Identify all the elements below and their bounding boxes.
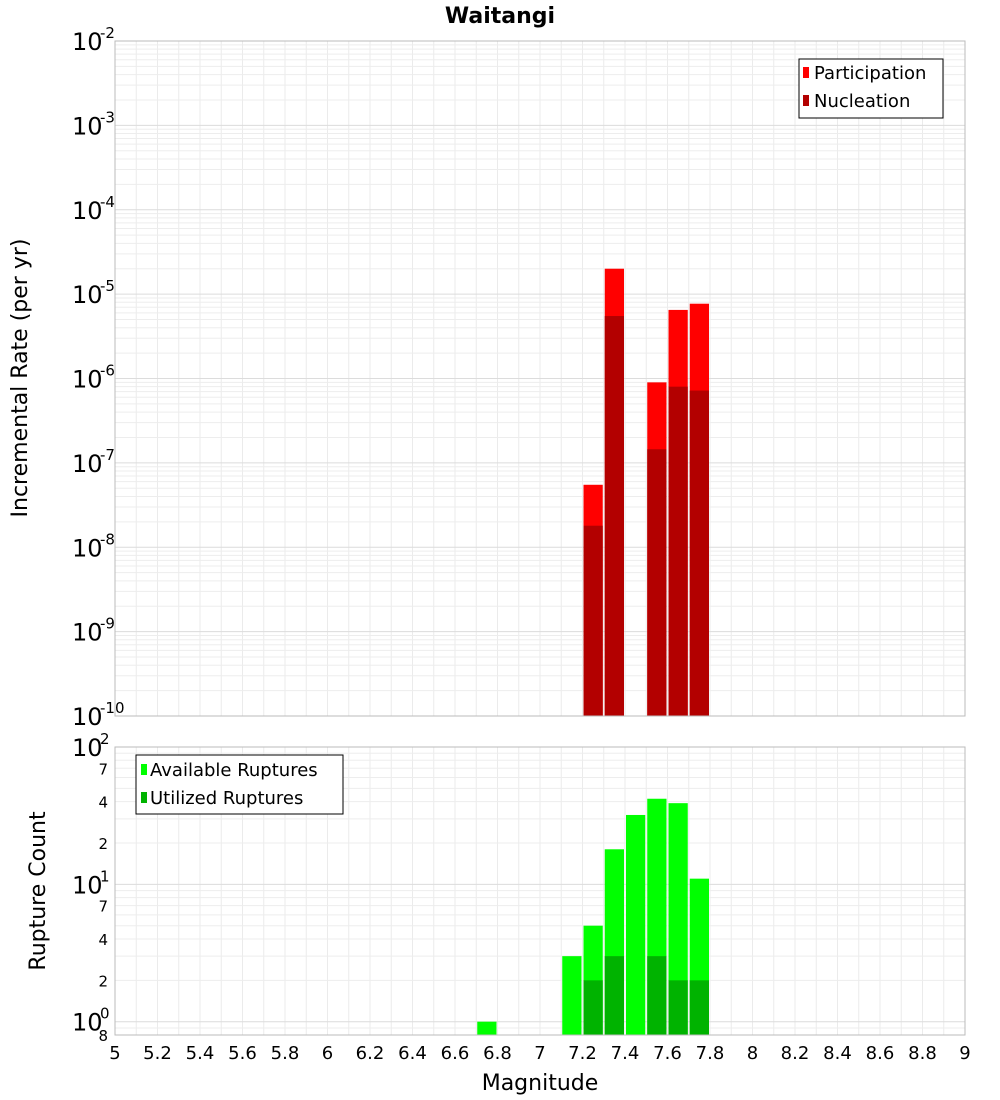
- participation-legend-swatch: [803, 67, 809, 78]
- rate-y-tick-exponent: -9: [100, 615, 115, 633]
- x-tick-label: 8.6: [866, 1043, 895, 1064]
- rate-y-tick-exponent: -10: [100, 699, 125, 717]
- chart-title: Waitangi: [445, 4, 555, 29]
- rate-y-tick-label: 10: [72, 197, 103, 225]
- count-y-minor-tick-label: 8: [98, 1027, 108, 1045]
- x-tick-label: 8.8: [908, 1043, 937, 1064]
- rate-y-tick-exponent: -6: [100, 362, 115, 380]
- rate-y-tick-label: 10: [72, 112, 103, 140]
- nucleation-legend-label: Nucleation: [814, 91, 910, 112]
- x-tick-label: 7: [534, 1043, 545, 1064]
- count-plot-border: [114, 746, 966, 1036]
- x-tick-label: 7.4: [611, 1043, 640, 1064]
- x-tick-label: 6.4: [398, 1043, 427, 1064]
- count-y-tick-label: 10: [72, 1009, 103, 1037]
- rate-y-tick-exponent: -7: [100, 446, 115, 464]
- count-y-minor-tick-label: 2: [98, 835, 108, 853]
- available-ruptures-bar: [562, 956, 582, 1035]
- rate-y-tick-label: 10: [72, 619, 103, 647]
- x-tick-label: 5: [109, 1043, 120, 1064]
- x-tick-label: 7.6: [653, 1043, 682, 1064]
- x-tick-label: 5.6: [228, 1043, 257, 1064]
- nucleation-bar: [689, 390, 709, 716]
- nucleation-bar: [668, 386, 688, 716]
- x-tick-label: 8.4: [823, 1043, 852, 1064]
- count-y-tick-label: 10: [72, 871, 103, 899]
- count-y-minor-tick-label: 4: [98, 931, 108, 949]
- rate-y-tick-label: 10: [72, 703, 103, 731]
- x-tick-label: 6.8: [483, 1043, 512, 1064]
- available-legend-label: Available Ruptures: [150, 760, 318, 781]
- rate-bars: [583, 268, 709, 716]
- x-tick-label: 7.8: [696, 1043, 725, 1064]
- nucleation-bar: [583, 525, 603, 716]
- utilized-ruptures-bar: [647, 956, 667, 1035]
- utilized-legend-swatch: [141, 792, 147, 803]
- rate-plot-border: [114, 40, 966, 717]
- rate-y-tick-label: 10: [72, 366, 103, 394]
- count-legend: Available Ruptures Utilized Ruptures: [135, 754, 344, 815]
- count-y-tick-exponent: 0: [100, 1005, 110, 1023]
- x-tick-label: 8.2: [781, 1043, 810, 1064]
- rate-y-tick-exponent: -4: [100, 193, 115, 211]
- x-tick-label: 6: [322, 1043, 333, 1064]
- count-y-minor-tick-label: 7: [98, 898, 108, 916]
- x-tick-label: 8: [747, 1043, 758, 1064]
- rate-y-tick-exponent: -8: [100, 530, 115, 548]
- rate-legend-box: [798, 58, 944, 119]
- utilized-ruptures-bar: [583, 980, 603, 1035]
- utilized-ruptures-bar: [604, 956, 624, 1035]
- x-tick-label: 7.2: [568, 1043, 597, 1064]
- count-legend-box: [135, 754, 344, 815]
- count-bars: [477, 798, 709, 1035]
- available-legend-swatch: [141, 764, 147, 775]
- nucleation-bar: [647, 449, 667, 716]
- rate-y-tick-exponent: -3: [100, 108, 115, 126]
- available-ruptures-bar: [626, 814, 646, 1035]
- available-ruptures-bar: [477, 1021, 497, 1035]
- rate-grid: [114, 40, 966, 717]
- count-y-minor-tick-label: 4: [98, 794, 108, 812]
- rate-y-tick-label: 10: [72, 281, 103, 309]
- count-y-tick-exponent: 2: [100, 730, 110, 748]
- nucleation-bar: [604, 316, 624, 716]
- utilized-legend-label: Utilized Ruptures: [150, 788, 303, 809]
- count-y-tick-exponent: 1: [100, 867, 110, 885]
- rate-y-tick-exponent: -5: [100, 277, 115, 295]
- rate-y-axis-title: Incremental Rate (per yr): [8, 239, 33, 518]
- rate-legend: Participation Nucleation: [798, 58, 944, 119]
- x-tick-label: 9: [959, 1043, 970, 1064]
- count-y-axis-title: Rupture Count: [26, 811, 51, 971]
- x-tick-label: 5.2: [143, 1043, 172, 1064]
- rate-y-tick-exponent: -2: [100, 24, 115, 42]
- x-tick-label: 6.6: [441, 1043, 470, 1064]
- count-y-minor-tick-label: 2: [98, 972, 108, 990]
- x-tick-label: 6.2: [356, 1043, 385, 1064]
- x-axis-title: Magnitude: [482, 1071, 599, 1096]
- utilized-ruptures-bar: [668, 980, 688, 1035]
- rate-y-tick-label: 10: [72, 450, 103, 478]
- rate-y-tick-label: 10: [72, 28, 103, 56]
- x-tick-labels: 5 5.2 5.4 5.6 5.8 6 6.2 6.4 6.6 6.8 7 7.2 7.4 7.6 7.8 8…: [109, 1043, 970, 1064]
- utilized-ruptures-bar: [689, 980, 709, 1035]
- rate-y-tick-label: 10: [72, 534, 103, 562]
- count-y-tick-label: 10: [72, 734, 103, 762]
- x-tick-label: 5.4: [186, 1043, 215, 1064]
- x-tick-label: 5.8: [271, 1043, 300, 1064]
- count-y-minor-tick-label: 7: [98, 760, 108, 778]
- available-ruptures-bar: [668, 803, 688, 1035]
- nucleation-legend-swatch: [803, 95, 809, 106]
- participation-legend-label: Participation: [814, 63, 926, 84]
